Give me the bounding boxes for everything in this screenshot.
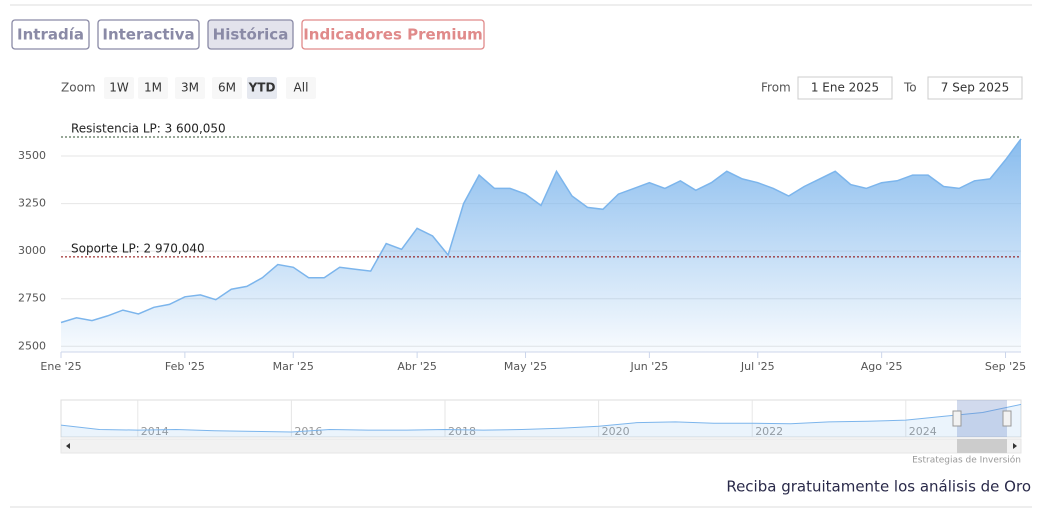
area — [61, 138, 1021, 352]
zoom-button-label[interactable]: 3M — [181, 81, 199, 95]
x-tick-label: Feb '25 — [165, 360, 205, 373]
tab-label[interactable]: Intradía — [17, 26, 84, 44]
x-tick-label: Jul '25 — [740, 360, 775, 373]
from-input[interactable] — [797, 76, 893, 100]
navigator-tick-label: 2014 — [141, 425, 169, 438]
tab-label[interactable]: Interactiva — [102, 26, 194, 44]
scrollbar[interactable] — [60, 438, 1022, 454]
zoom-button-label[interactable]: 6M — [218, 81, 236, 95]
scrollbar-thumb[interactable] — [957, 439, 1007, 453]
y-tick-label: 3500 — [18, 149, 46, 162]
x-tick-label: Ago '25 — [861, 360, 903, 373]
navigator-handle[interactable] — [1002, 410, 1012, 427]
zoom-button[interactable] — [104, 77, 134, 99]
tab[interactable] — [11, 19, 90, 50]
tab[interactable] — [301, 19, 485, 50]
navigator-tick-label: 2022 — [755, 425, 783, 438]
scroll-right[interactable] — [1013, 443, 1017, 449]
line — [60, 138, 1022, 324]
zoom-button[interactable] — [175, 77, 205, 99]
tab-label[interactable]: Histórica — [213, 26, 289, 44]
y-tick-label: 2750 — [18, 292, 46, 305]
zoom-button[interactable] — [247, 77, 277, 99]
zoom-button[interactable] — [212, 77, 242, 99]
zoom-button-label[interactable]: 1W — [109, 81, 129, 95]
zoom-button-label[interactable]: All — [294, 81, 309, 95]
y-tick-label: 2500 — [18, 339, 46, 352]
navigator-tick-label: 2018 — [448, 425, 476, 438]
navigator-area — [61, 404, 1021, 437]
credits: Estrategias de Inversión — [912, 455, 1021, 466]
scroll-left[interactable] — [66, 443, 70, 449]
y-tick-label: 3250 — [18, 197, 46, 210]
x-tick-label: Ene '25 — [40, 360, 81, 373]
navigator-mask[interactable] — [957, 400, 1007, 437]
to-input[interactable] — [927, 76, 1023, 100]
x-tick-label: Mar '25 — [273, 360, 314, 373]
zoom-button-label[interactable]: YTD — [248, 81, 276, 95]
from-value[interactable]: 1 Ene 2025 — [811, 81, 879, 95]
zoom-button[interactable] — [138, 77, 168, 99]
x-tick-label: Abr '25 — [397, 360, 437, 373]
y-tick-label: 3000 — [18, 244, 46, 257]
navigator-tick-label: 2020 — [602, 425, 630, 438]
plot-line-label: Soporte LP: 2 970,040 — [71, 241, 205, 255]
footer-text: Reciba gratuitamente los análisis de Oro — [726, 478, 1031, 496]
to-label: To — [903, 81, 917, 95]
navigator-line — [60, 403, 1022, 433]
zoom-button-label[interactable]: 1M — [144, 81, 162, 95]
x-tick-label: Sep '25 — [985, 360, 1026, 373]
zoom-label: Zoom — [61, 81, 96, 95]
tab[interactable] — [207, 19, 294, 50]
tab-label[interactable]: Indicadores Premium — [303, 26, 483, 44]
navigator-handle[interactable] — [952, 410, 962, 427]
x-tick-label: Jun '25 — [630, 360, 669, 373]
zoom-button[interactable] — [286, 77, 316, 99]
to-value[interactable]: 7 Sep 2025 — [941, 81, 1009, 95]
from-label: From — [761, 81, 791, 95]
plot-line-label: Resistencia LP: 3 600,050 — [71, 122, 226, 136]
navigator-tick-label: 2016 — [294, 425, 322, 438]
navigator-tick-label: 2024 — [909, 425, 937, 438]
tab[interactable] — [97, 19, 200, 50]
x-tick-label: May '25 — [504, 360, 547, 373]
